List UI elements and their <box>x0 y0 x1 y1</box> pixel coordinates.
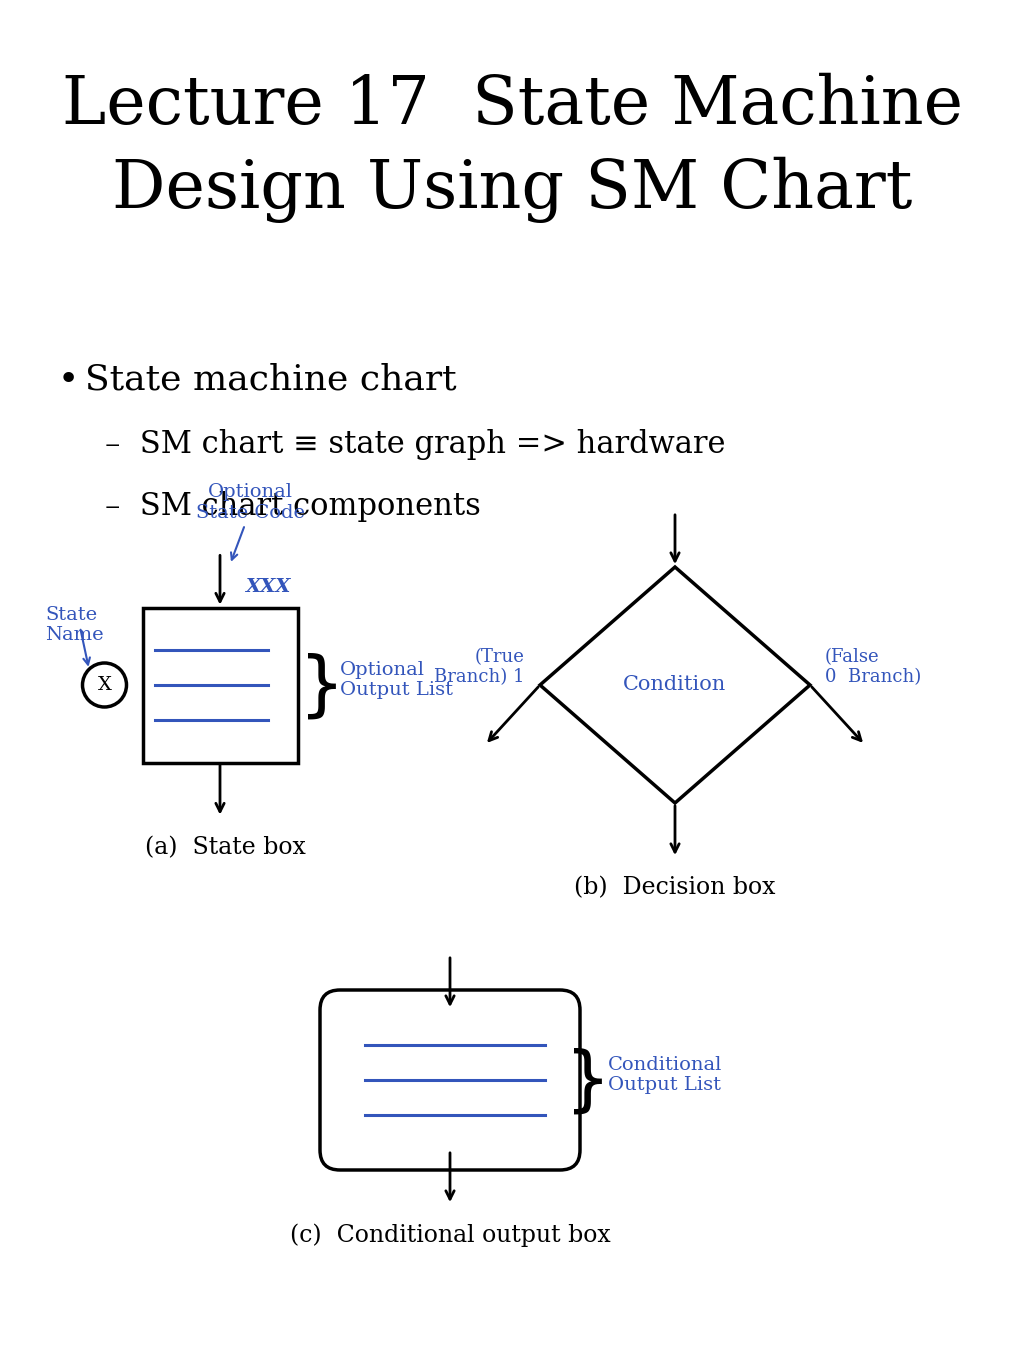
Text: (c)  Conditional output box: (c) Conditional output box <box>290 1223 610 1246</box>
Text: Optional
Output List: Optional Output List <box>340 661 453 699</box>
Text: Condition: Condition <box>624 676 727 695</box>
Text: }: } <box>565 1047 611 1117</box>
Text: XXX: XXX <box>245 579 291 597</box>
Text: (True
Branch) 1: (True Branch) 1 <box>434 647 525 687</box>
Text: (False
0  Branch): (False 0 Branch) <box>825 647 922 687</box>
Text: X: X <box>97 676 112 693</box>
Text: }: } <box>299 652 345 722</box>
Text: •: • <box>58 363 79 397</box>
Polygon shape <box>540 566 810 803</box>
Text: (a)  State box: (a) State box <box>144 835 305 859</box>
FancyBboxPatch shape <box>319 990 580 1170</box>
Circle shape <box>83 663 127 707</box>
Text: Lecture 17  State Machine: Lecture 17 State Machine <box>61 72 963 138</box>
Text: (b)  Decision box: (b) Decision box <box>574 876 776 900</box>
Text: State
Name: State Name <box>45 606 103 644</box>
Text: –  SM chart components: – SM chart components <box>105 491 481 523</box>
Text: –  SM chart ≡ state graph => hardware: – SM chart ≡ state graph => hardware <box>105 430 725 460</box>
Text: Conditional
Output List: Conditional Output List <box>608 1055 722 1095</box>
Bar <box>142 607 298 763</box>
Text: Optional
State Code: Optional State Code <box>196 483 304 521</box>
Text: State machine chart: State machine chart <box>85 363 457 397</box>
Text: Design Using SM Chart: Design Using SM Chart <box>112 157 912 222</box>
